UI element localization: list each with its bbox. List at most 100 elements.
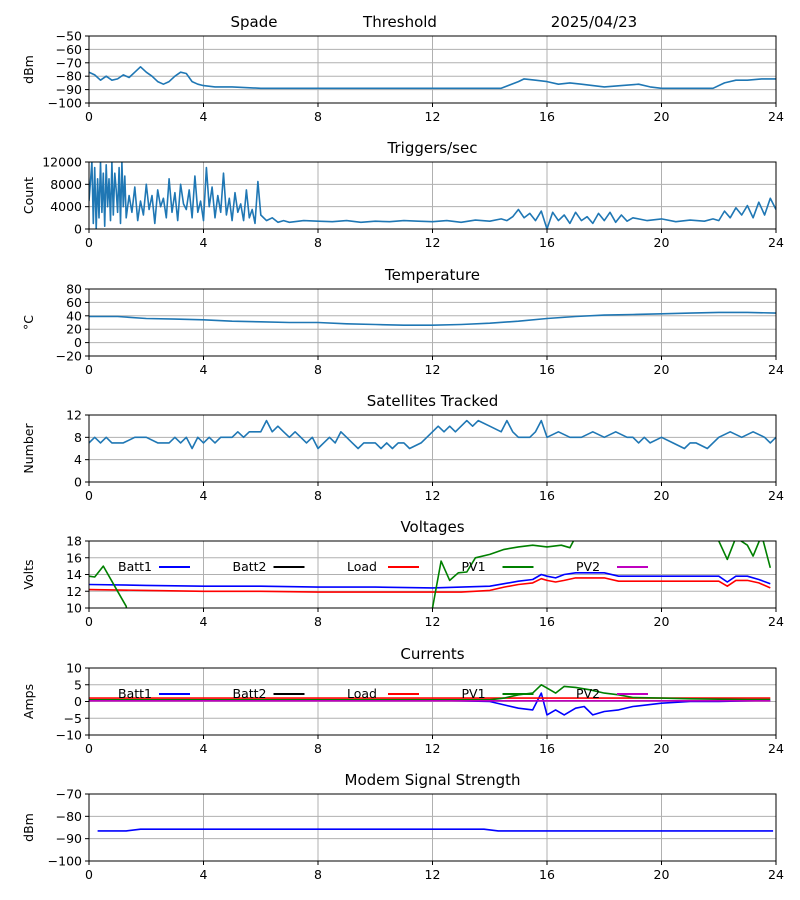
chart-panel: 0 4 8 12 16 20 24 12 8 4 0 Satellites Tracked Number xyxy=(21,392,784,503)
legend-label: Batt1 xyxy=(118,559,152,574)
x-tick-label: 0 xyxy=(85,741,93,756)
x-tick-label: 0 xyxy=(85,362,93,377)
x-tick-label: 12 xyxy=(425,488,441,503)
chart-panel: 0 4 8 12 16 20 24 −50−60−70−80−90−100 dBm xyxy=(21,29,784,125)
x-tick-label: 24 xyxy=(768,867,784,882)
y-tick-label: 0 xyxy=(74,475,82,490)
chart-title: Temperature xyxy=(384,266,480,284)
y-tick-label: 12 xyxy=(66,584,82,599)
x-tick-label: 4 xyxy=(200,741,208,756)
plot-frame xyxy=(88,161,777,230)
x-tick-label: 24 xyxy=(768,235,784,250)
legend-label: Load xyxy=(347,559,377,574)
x-tick-label: 12 xyxy=(425,741,441,756)
chart-title: Triggers/sec xyxy=(387,139,478,157)
x-tick-label: 20 xyxy=(654,362,670,377)
y-tick-label: 8 xyxy=(74,430,82,445)
y-tick-label: 12 xyxy=(66,408,82,423)
series-line xyxy=(89,66,776,90)
y-tick-label: 12000 xyxy=(42,155,82,170)
y-tick-label: −50 xyxy=(56,29,82,44)
plot-frame xyxy=(88,35,777,104)
y-tick-label: −90 xyxy=(56,82,82,97)
legend-label: Batt2 xyxy=(233,559,267,574)
legend-label: PV1 xyxy=(462,559,486,574)
x-tick-label: 4 xyxy=(200,362,208,377)
x-tick-label: 16 xyxy=(539,362,555,377)
y-tick-label: 0 xyxy=(74,222,82,237)
y-tick-label: 18 xyxy=(66,534,82,549)
series-line xyxy=(89,162,776,229)
chart-title: Satellites Tracked xyxy=(367,392,498,410)
x-tick-label: 4 xyxy=(200,867,208,882)
y-axis-label: Count xyxy=(21,177,36,214)
y-tick-label: −80 xyxy=(56,69,82,84)
y-tick-label: 20 xyxy=(66,322,82,337)
y-tick-label: −5 xyxy=(64,711,82,726)
y-tick-label: 5 xyxy=(74,677,82,692)
x-tick-label: 12 xyxy=(425,109,441,124)
x-tick-label: 0 xyxy=(85,235,93,250)
x-tick-label: 0 xyxy=(85,614,93,629)
y-tick-label: 10 xyxy=(66,661,82,676)
y-tick-label: −10 xyxy=(56,728,82,743)
x-tick-label: 20 xyxy=(654,741,670,756)
header-date: 2025/04/23 xyxy=(551,13,637,31)
plot-frame xyxy=(88,793,777,862)
x-tick-label: 8 xyxy=(314,614,322,629)
header-site: Spade xyxy=(231,13,278,31)
chart-panel: 0 4 8 12 16 20 24 −70 −80 −90 −100 Modem Signal Str… xyxy=(21,771,784,882)
x-tick-label: 20 xyxy=(654,235,670,250)
x-tick-label: 16 xyxy=(539,741,555,756)
x-tick-label: 24 xyxy=(768,109,784,124)
x-tick-label: 8 xyxy=(314,109,322,124)
series-line xyxy=(97,828,774,832)
y-tick-label: 4000 xyxy=(50,199,82,214)
y-tick-label: 60 xyxy=(66,295,82,310)
series-line-batt1 xyxy=(89,571,771,589)
x-tick-label: 8 xyxy=(314,741,322,756)
chart-title: Modem Signal Strength xyxy=(345,771,521,789)
x-tick-label: 12 xyxy=(425,235,441,250)
y-tick-label: −60 xyxy=(56,42,82,57)
x-tick-label: 16 xyxy=(539,109,555,124)
x-tick-label: 24 xyxy=(768,741,784,756)
y-tick-label: 16 xyxy=(66,550,82,565)
series-line xyxy=(89,311,776,327)
x-tick-label: 20 xyxy=(654,867,670,882)
series-line-pv1 xyxy=(89,683,771,701)
plot-frame xyxy=(88,288,777,357)
y-tick-label: −80 xyxy=(56,809,82,824)
series-line xyxy=(89,419,776,450)
chart-title: Voltages xyxy=(400,518,464,536)
x-tick-label: 12 xyxy=(425,614,441,629)
y-tick-label: −70 xyxy=(56,55,82,70)
legend-label: Load xyxy=(347,686,377,701)
x-tick-label: 20 xyxy=(654,488,670,503)
y-axis-label: Volts xyxy=(21,559,36,589)
chart-title: Currents xyxy=(400,645,464,663)
y-axis-label: °C xyxy=(21,315,36,330)
x-tick-label: 0 xyxy=(85,109,93,124)
x-tick-label: 8 xyxy=(314,488,322,503)
x-tick-label: 4 xyxy=(200,235,208,250)
y-tick-label: −100 xyxy=(48,96,82,111)
y-axis-label: Number xyxy=(21,423,36,474)
chart-panel: 0 4 8 12 16 20 24 12000 8000 4000 0 Triggers/sec Cou… xyxy=(21,139,784,250)
y-tick-label: 80 xyxy=(66,282,82,297)
y-axis-label: dBm xyxy=(21,55,36,84)
x-tick-label: 16 xyxy=(539,614,555,629)
y-tick-label: 0 xyxy=(74,694,82,709)
series-line-load xyxy=(89,577,771,593)
y-tick-label: 10 xyxy=(66,601,82,616)
plot-frame xyxy=(88,540,777,609)
y-tick-label: −70 xyxy=(56,787,82,802)
x-tick-label: 8 xyxy=(314,235,322,250)
x-tick-label: 20 xyxy=(654,109,670,124)
y-tick-label: −100 xyxy=(48,854,82,869)
x-tick-label: 16 xyxy=(539,867,555,882)
